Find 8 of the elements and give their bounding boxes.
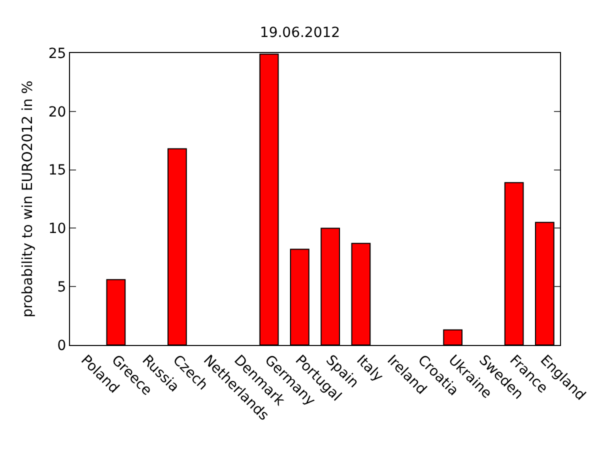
y-tick-label: 0: [57, 338, 66, 354]
y-tick-label: 10: [48, 221, 66, 238]
y-tick-label: 5: [57, 280, 66, 296]
y-tick-label: 25: [48, 46, 66, 62]
y-tick-label: 15: [48, 162, 66, 179]
y-axis-title: probability to win EURO2012 in %: [20, 80, 36, 318]
chart-title: 19.06.2012: [260, 24, 340, 41]
y-tick-label: 20: [48, 104, 66, 120]
